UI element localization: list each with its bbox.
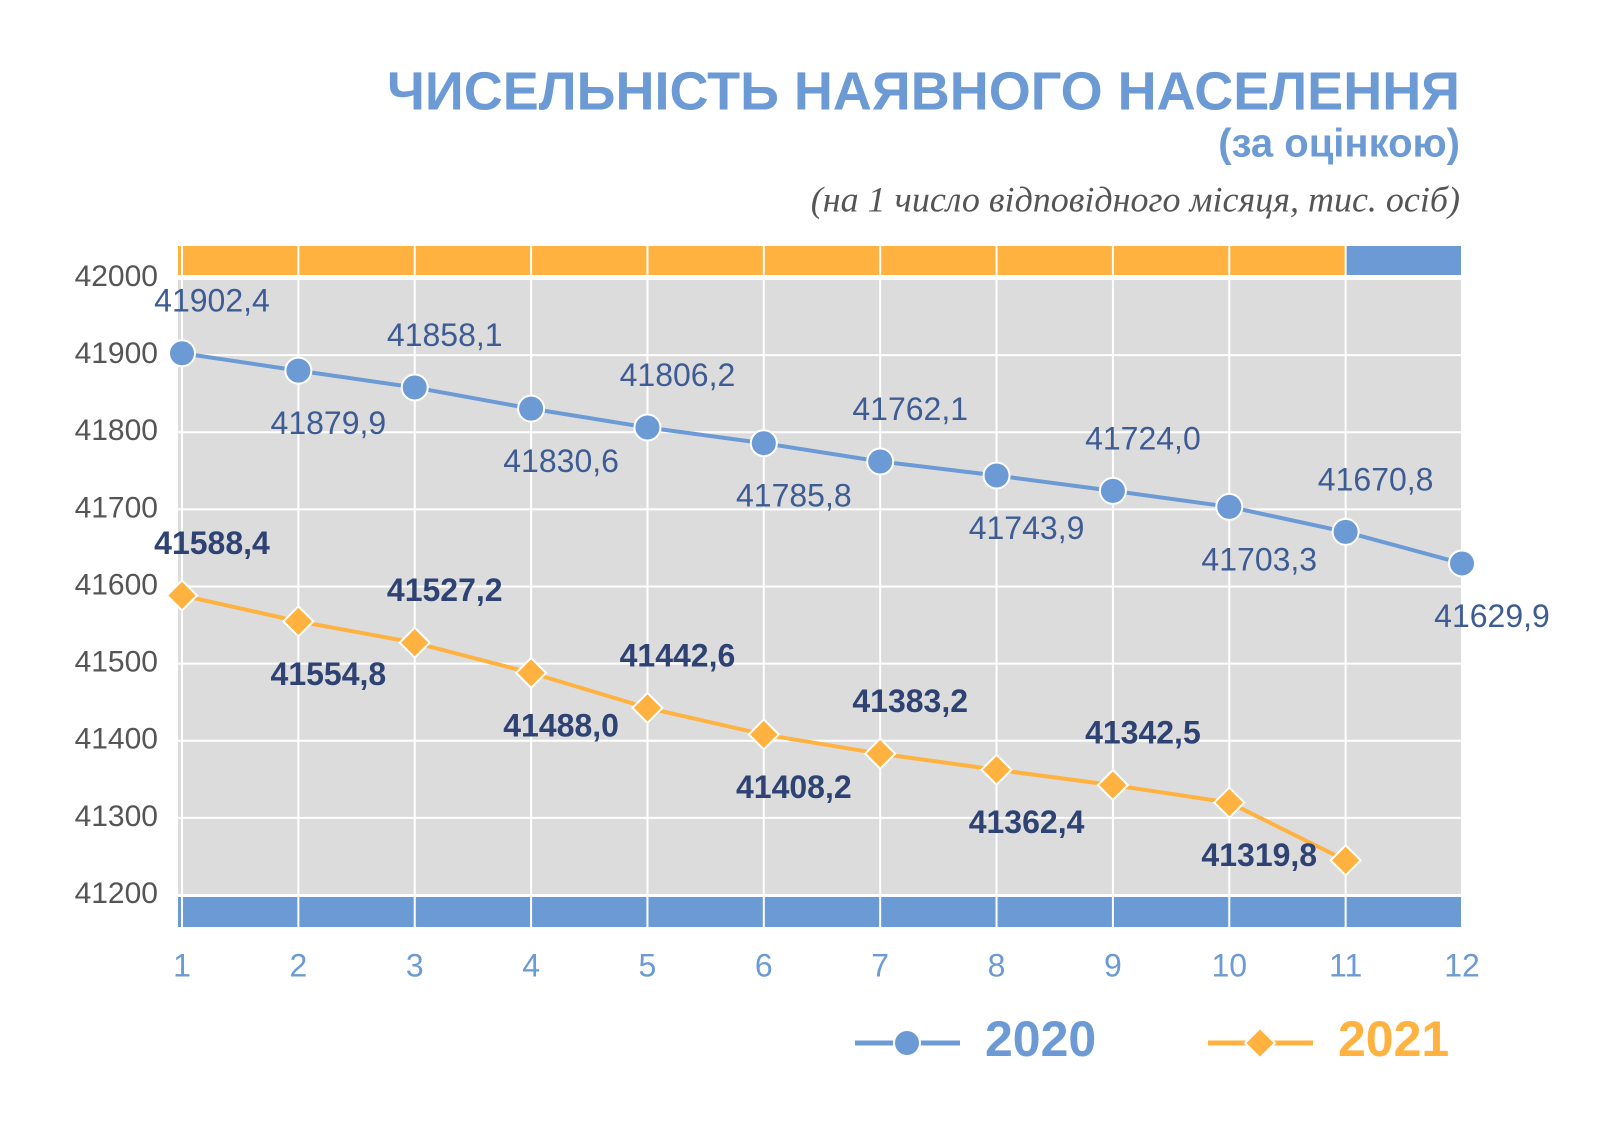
data-label: 41488,0 bbox=[503, 707, 619, 743]
x-tick-label: 8 bbox=[988, 947, 1006, 983]
data-point bbox=[1329, 843, 1363, 877]
data-point bbox=[398, 626, 432, 660]
top-band-end bbox=[1345, 246, 1462, 275]
data-point bbox=[514, 656, 548, 690]
data-point bbox=[1096, 768, 1130, 802]
data-label: 41383,2 bbox=[852, 683, 968, 719]
data-label: 41902,4 bbox=[154, 283, 270, 319]
data-label: 41762,1 bbox=[852, 391, 968, 427]
chart-subtitle: (за оцінкою) bbox=[1218, 122, 1460, 166]
x-tick-label: 10 bbox=[1211, 947, 1247, 983]
data-label: 41858,1 bbox=[387, 317, 503, 353]
x-tick-label: 11 bbox=[1329, 947, 1362, 983]
x-tick-label: 9 bbox=[1104, 947, 1122, 983]
data-point bbox=[517, 394, 546, 423]
x-tick-label: 5 bbox=[639, 947, 657, 983]
legend-marker bbox=[1243, 1026, 1277, 1060]
data-label: 41743,9 bbox=[969, 510, 1085, 546]
x-tick-label: 4 bbox=[522, 947, 540, 983]
data-point bbox=[281, 604, 315, 638]
y-tick-label: 41500 bbox=[75, 646, 158, 679]
data-point bbox=[863, 737, 897, 771]
data-point bbox=[165, 579, 199, 612]
data-label: 41342,5 bbox=[1085, 715, 1201, 751]
data-label: 41703,3 bbox=[1201, 541, 1317, 577]
data-label: 41408,2 bbox=[736, 769, 852, 805]
data-point bbox=[1212, 786, 1246, 820]
data-label: 41629,9 bbox=[1434, 598, 1550, 634]
x-tick-label: 7 bbox=[871, 947, 889, 983]
data-label: 41830,6 bbox=[503, 443, 619, 479]
data-label: 41527,2 bbox=[387, 572, 503, 608]
data-point bbox=[1331, 517, 1360, 546]
y-tick-label: 41700 bbox=[75, 491, 158, 524]
bottom-band bbox=[178, 897, 1462, 927]
data-point bbox=[400, 373, 429, 402]
data-point bbox=[1098, 476, 1127, 505]
data-point bbox=[749, 429, 778, 458]
y-tick-label: 41900 bbox=[75, 337, 158, 370]
chart-note: (на 1 число відповідного місяця, тис. ос… bbox=[811, 179, 1460, 219]
data-point bbox=[1448, 549, 1476, 578]
y-tick-label: 41300 bbox=[75, 800, 158, 833]
data-point bbox=[631, 691, 664, 725]
x-tick-label: 2 bbox=[289, 947, 307, 983]
data-point bbox=[747, 718, 781, 751]
y-tick-label: 42000 bbox=[75, 260, 158, 293]
data-point bbox=[866, 447, 895, 476]
x-tick-label: 6 bbox=[755, 947, 773, 983]
data-label: 41785,8 bbox=[736, 478, 852, 514]
data-label: 41554,8 bbox=[271, 656, 387, 692]
data-label: 41806,2 bbox=[620, 357, 736, 393]
y-tick-label: 41400 bbox=[75, 723, 158, 756]
data-point bbox=[982, 461, 1011, 490]
x-tick-label: 3 bbox=[406, 947, 424, 983]
data-label: 41319,8 bbox=[1201, 837, 1317, 873]
data-point bbox=[633, 413, 662, 442]
x-tick-label: 1 bbox=[173, 947, 191, 983]
data-point bbox=[284, 356, 313, 385]
legend-marker bbox=[893, 1029, 921, 1057]
x-tick-label: 12 bbox=[1444, 947, 1480, 983]
data-label: 41724,0 bbox=[1085, 420, 1201, 456]
y-tick-label: 41600 bbox=[75, 568, 158, 601]
series-line bbox=[181, 351, 1463, 566]
data-label: 41588,4 bbox=[154, 525, 270, 561]
data-point bbox=[1215, 492, 1244, 521]
data-label: 41670,8 bbox=[1318, 461, 1434, 497]
legend-label: 2020 bbox=[985, 1011, 1096, 1067]
data-label: 41362,4 bbox=[969, 804, 1085, 840]
legend-label: 2021 bbox=[1338, 1011, 1449, 1067]
chart-title: ЧИСЕЛЬНІСТЬ НАЯВНОГО НАСЕЛЕННЯ bbox=[387, 61, 1460, 121]
top-band bbox=[178, 246, 1346, 275]
y-tick-label: 41800 bbox=[75, 414, 158, 447]
data-point bbox=[168, 339, 196, 368]
data-label: 41879,9 bbox=[271, 405, 387, 441]
y-tick-label: 41200 bbox=[75, 877, 158, 910]
data-point bbox=[980, 753, 1013, 787]
data-label: 41442,6 bbox=[620, 637, 736, 673]
